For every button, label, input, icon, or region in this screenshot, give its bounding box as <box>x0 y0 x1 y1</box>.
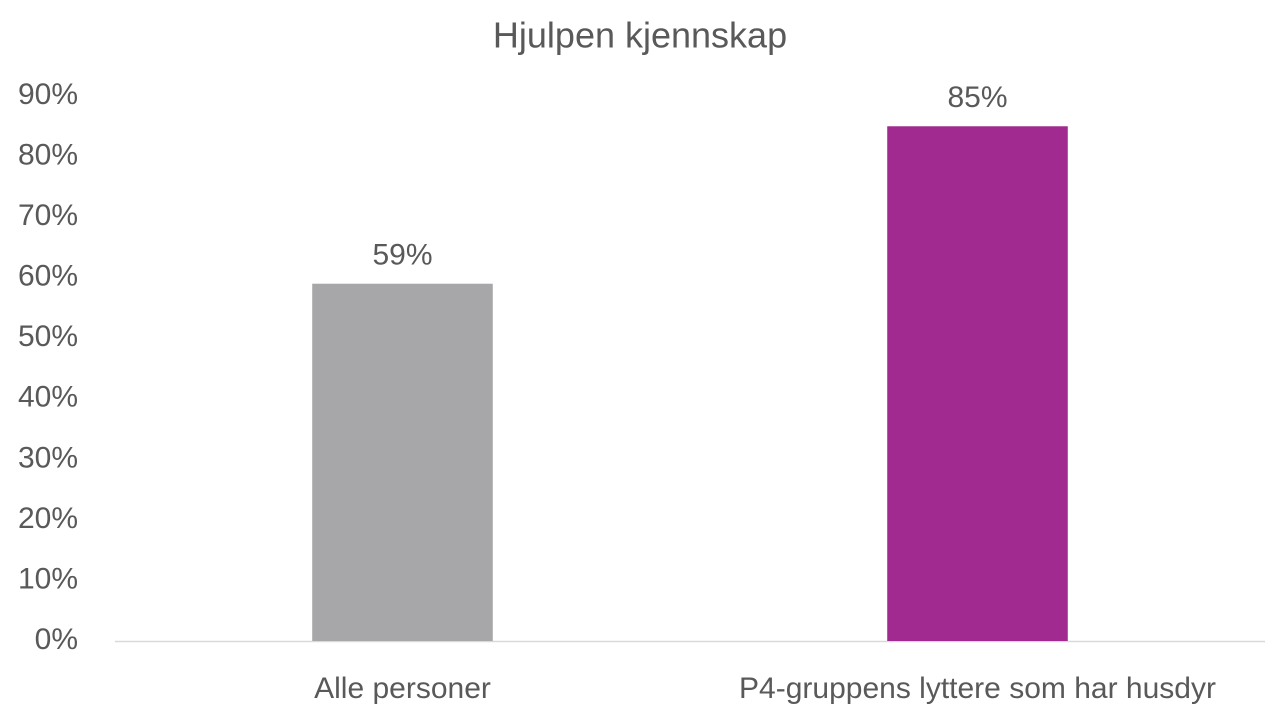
y-tick-label: 20% <box>18 502 78 535</box>
y-tick-label: 50% <box>18 320 78 353</box>
bar <box>312 283 493 641</box>
y-tick-label: 30% <box>18 441 78 474</box>
y-tick-label: 80% <box>18 138 78 171</box>
data-label: 59% <box>372 239 432 272</box>
chart-title: Hjulpen kjennskap <box>493 15 787 56</box>
y-tick-label: 90% <box>18 78 78 111</box>
x-tick-label: P4-gruppens lyttere som har husdyr <box>739 672 1216 705</box>
y-tick-label: 10% <box>18 562 78 595</box>
y-tick-label: 0% <box>35 623 78 656</box>
y-tick-label: 70% <box>18 199 78 232</box>
data-label: 85% <box>947 81 1007 114</box>
x-tick-label: Alle personer <box>314 672 491 705</box>
y-tick-label: 40% <box>18 381 78 414</box>
bar <box>887 126 1068 642</box>
y-tick-label: 60% <box>18 260 78 293</box>
